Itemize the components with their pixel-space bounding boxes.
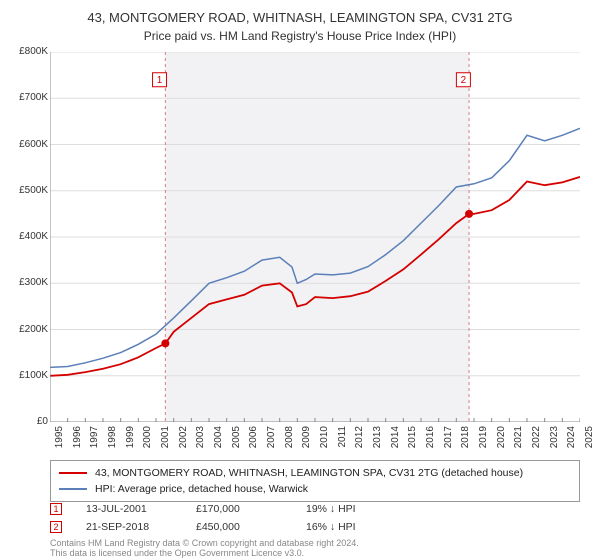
y-tick-label: £500K — [0, 185, 48, 196]
y-tick-label: £300K — [0, 277, 48, 288]
legend-label-property: 43, MONTGOMERY ROAD, WHITNASH, LEAMINGTO… — [95, 467, 523, 479]
y-tick-label: £100K — [0, 370, 48, 381]
y-tick-label: £200K — [0, 324, 48, 335]
chart-title-line1: 43, MONTGOMERY ROAD, WHITNASH, LEAMINGTO… — [0, 0, 600, 25]
chart-svg: 12 — [50, 52, 580, 422]
transaction-rows: 1 13-JUL-2001 £170,000 19% ↓ HPI 2 21-SE… — [50, 500, 580, 536]
legend-label-hpi: HPI: Average price, detached house, Warw… — [95, 483, 308, 495]
footer-attribution: Contains HM Land Registry data © Crown c… — [50, 538, 359, 559]
chart-area: 12 £0£100K£200K£300K£400K£500K£600K£700K… — [50, 52, 580, 422]
legend: 43, MONTGOMERY ROAD, WHITNASH, LEAMINGTO… — [50, 460, 580, 502]
transaction-delta-2: 16% ↓ HPI — [306, 521, 416, 533]
x-tick-label: 2025 — [584, 426, 595, 466]
y-tick-label: £400K — [0, 231, 48, 242]
transaction-delta-1: 19% ↓ HPI — [306, 503, 416, 515]
svg-text:2: 2 — [461, 75, 467, 86]
svg-text:1: 1 — [157, 75, 163, 86]
transaction-price-1: £170,000 — [196, 503, 306, 515]
y-tick-label: £0 — [0, 416, 48, 427]
transaction-marker-1: 1 — [50, 503, 62, 515]
footer-line2: This data is licensed under the Open Gov… — [50, 548, 359, 558]
transaction-row-1: 1 13-JUL-2001 £170,000 19% ↓ HPI — [50, 500, 580, 518]
chart-container: 43, MONTGOMERY ROAD, WHITNASH, LEAMINGTO… — [0, 0, 600, 560]
transaction-row-2: 2 21-SEP-2018 £450,000 16% ↓ HPI — [50, 518, 580, 536]
footer-line1: Contains HM Land Registry data © Crown c… — [50, 538, 359, 548]
legend-row-property: 43, MONTGOMERY ROAD, WHITNASH, LEAMINGTO… — [59, 465, 571, 481]
legend-swatch-property — [59, 472, 87, 474]
chart-title-line2: Price paid vs. HM Land Registry's House … — [0, 25, 600, 43]
y-tick-label: £800K — [0, 46, 48, 57]
transaction-date-2: 21-SEP-2018 — [86, 521, 196, 533]
transaction-price-2: £450,000 — [196, 521, 306, 533]
transaction-marker-2: 2 — [50, 521, 62, 533]
transaction-date-1: 13-JUL-2001 — [86, 503, 196, 515]
y-tick-label: £700K — [0, 92, 48, 103]
y-tick-label: £600K — [0, 139, 48, 150]
legend-swatch-hpi — [59, 488, 87, 490]
legend-row-hpi: HPI: Average price, detached house, Warw… — [59, 481, 571, 497]
